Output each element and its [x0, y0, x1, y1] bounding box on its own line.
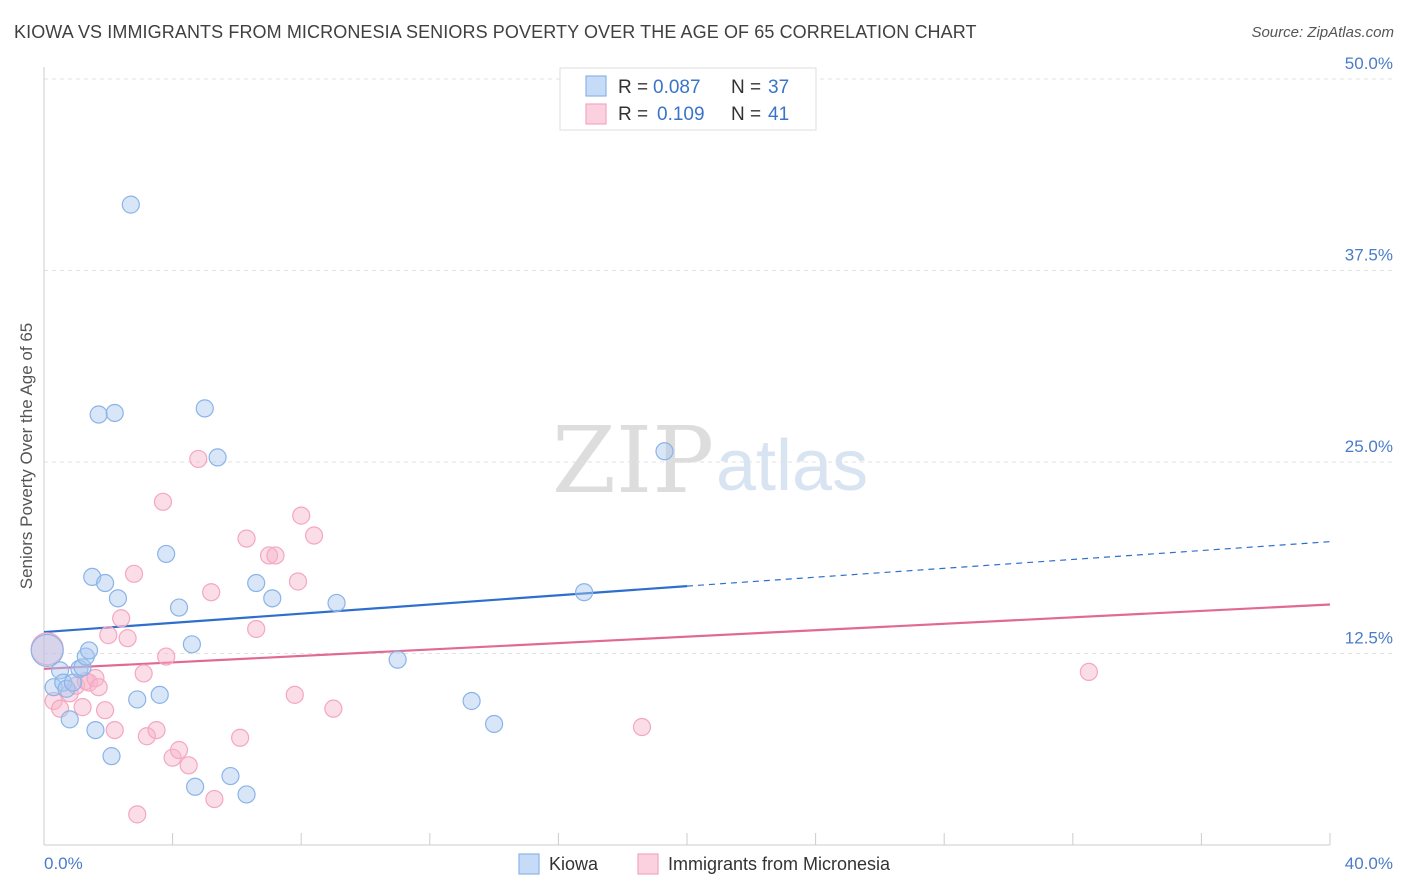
- micronesia-point: [169, 740, 189, 760]
- data-points: [30, 195, 1098, 824]
- legend-r-value-kiowa: 0.087: [653, 77, 701, 98]
- micronesia-point: [99, 626, 118, 645]
- kiowa-point: [186, 777, 205, 796]
- watermark-atlas: atlas: [716, 426, 868, 506]
- x-axis-ticks: [43, 833, 1331, 845]
- micronesia-point: [157, 647, 176, 666]
- micronesia-point: [128, 805, 147, 824]
- legend-n-label-micronesia: N =: [731, 104, 761, 125]
- micronesia-point: [304, 526, 324, 545]
- micronesia-point: [118, 629, 137, 648]
- x-tick-label-min: 0.0%: [44, 854, 83, 873]
- kiowa-point: [73, 658, 92, 677]
- legend-r-label-micronesia: R =: [618, 104, 648, 125]
- kiowa-point: [150, 685, 169, 704]
- y-axis-label: Seniors Poverty Over the Age of 65: [17, 323, 36, 589]
- kiowa-point: [462, 691, 481, 711]
- micronesia-point: [202, 583, 221, 602]
- kiowa-point: [108, 589, 128, 608]
- kiowa-point: [263, 589, 282, 608]
- bottom-legend-label-kiowa: Kiowa: [549, 854, 599, 874]
- kiowa-point: [128, 690, 147, 709]
- micronesia-point: [189, 449, 208, 469]
- micronesia-point: [105, 720, 124, 740]
- watermark-zip: ZIP: [552, 407, 714, 514]
- kiowa-point: [247, 573, 266, 593]
- kiowa-point: [105, 403, 124, 423]
- legend-r-label-kiowa: R =: [618, 77, 648, 98]
- kiowa-point: [208, 448, 227, 467]
- kiowa-point: [79, 641, 99, 660]
- kiowa-point: [182, 635, 201, 654]
- micronesia-point: [292, 506, 311, 525]
- kiowa-point: [221, 766, 240, 786]
- y-tick-label: 12.5%: [1345, 629, 1393, 648]
- kiowa-point: [327, 593, 346, 613]
- kiowa-point: [86, 720, 105, 740]
- kiowa-point: [195, 399, 214, 418]
- kiowa-point: [169, 598, 189, 617]
- gridlines: [44, 78, 1393, 654]
- bottom-legend: Kiowa Immigrants from Micronesia: [518, 853, 891, 875]
- bottom-legend-swatch-kiowa: [518, 853, 540, 875]
- y-tick-label: 25.0%: [1345, 437, 1393, 456]
- legend-n-label-kiowa: N =: [731, 77, 761, 98]
- y-tick-label: 50.0%: [1345, 54, 1393, 73]
- kiowa-point: [655, 442, 674, 461]
- micronesia-point: [231, 728, 250, 747]
- kiowa-point: [388, 650, 407, 669]
- micronesia-point: [124, 564, 144, 583]
- kiowa-point: [121, 195, 140, 214]
- legend-swatch-kiowa: [585, 75, 607, 97]
- micronesia-point: [285, 685, 304, 704]
- kiowa-trend-extension: [686, 541, 1331, 587]
- y-axis-tick-labels: 12.5% 25.0% 37.5% 50.0%: [1345, 54, 1393, 648]
- micronesia-point: [324, 699, 343, 718]
- kiowa-point: [89, 405, 108, 424]
- kiowa-point: [485, 714, 504, 734]
- kiowa-point: [157, 544, 176, 564]
- micronesia-point: [79, 673, 99, 692]
- legend-swatch-micronesia: [585, 103, 607, 125]
- kiowa-point: [237, 785, 256, 804]
- micronesia-point: [153, 492, 173, 511]
- kiowa-point: [95, 573, 115, 593]
- bottom-legend-label-micronesia: Immigrants from Micronesia: [668, 854, 891, 874]
- micronesia-point: [237, 529, 256, 548]
- micronesia-point: [112, 609, 131, 628]
- micronesia-trend-line: [43, 603, 1331, 670]
- micronesia-point: [266, 546, 285, 565]
- kiowa-point: [102, 747, 121, 766]
- micronesia-point: [179, 756, 198, 775]
- y-tick-label: 37.5%: [1345, 246, 1393, 265]
- micronesia-point: [73, 698, 92, 717]
- micronesia-point: [1079, 662, 1098, 681]
- micronesia-point: [632, 717, 652, 737]
- kiowa-point: [60, 710, 79, 729]
- micronesia-point: [137, 727, 156, 746]
- kiowa-point: [575, 583, 594, 602]
- legend-n-value-micronesia: 41: [768, 104, 789, 125]
- legend-box: R = 0.087 N = 37 R = 0.109 N = 41: [559, 67, 817, 131]
- chart-title: KIOWA VS IMMIGRANTS FROM MICRONESIA SENI…: [14, 22, 977, 42]
- trend-lines: [43, 541, 1331, 670]
- kiowa-point: [30, 633, 64, 668]
- micronesia-point: [89, 678, 108, 697]
- legend-n-value-kiowa: 37: [768, 77, 789, 98]
- bottom-legend-swatch-micronesia: [637, 853, 659, 875]
- kiowa-trend-line: [43, 584, 688, 634]
- micronesia-point: [147, 720, 166, 740]
- source-credit: Source: ZipAtlas.com: [1251, 24, 1394, 41]
- micronesia-point: [259, 546, 279, 565]
- legend-r-value-micronesia: 0.109: [657, 104, 705, 125]
- micronesia-point: [288, 572, 308, 591]
- micronesia-point: [247, 619, 266, 639]
- micronesia-point: [134, 664, 153, 683]
- micronesia-point: [95, 701, 115, 720]
- x-tick-label-max: 40.0%: [1345, 854, 1393, 873]
- micronesia-point: [205, 789, 224, 809]
